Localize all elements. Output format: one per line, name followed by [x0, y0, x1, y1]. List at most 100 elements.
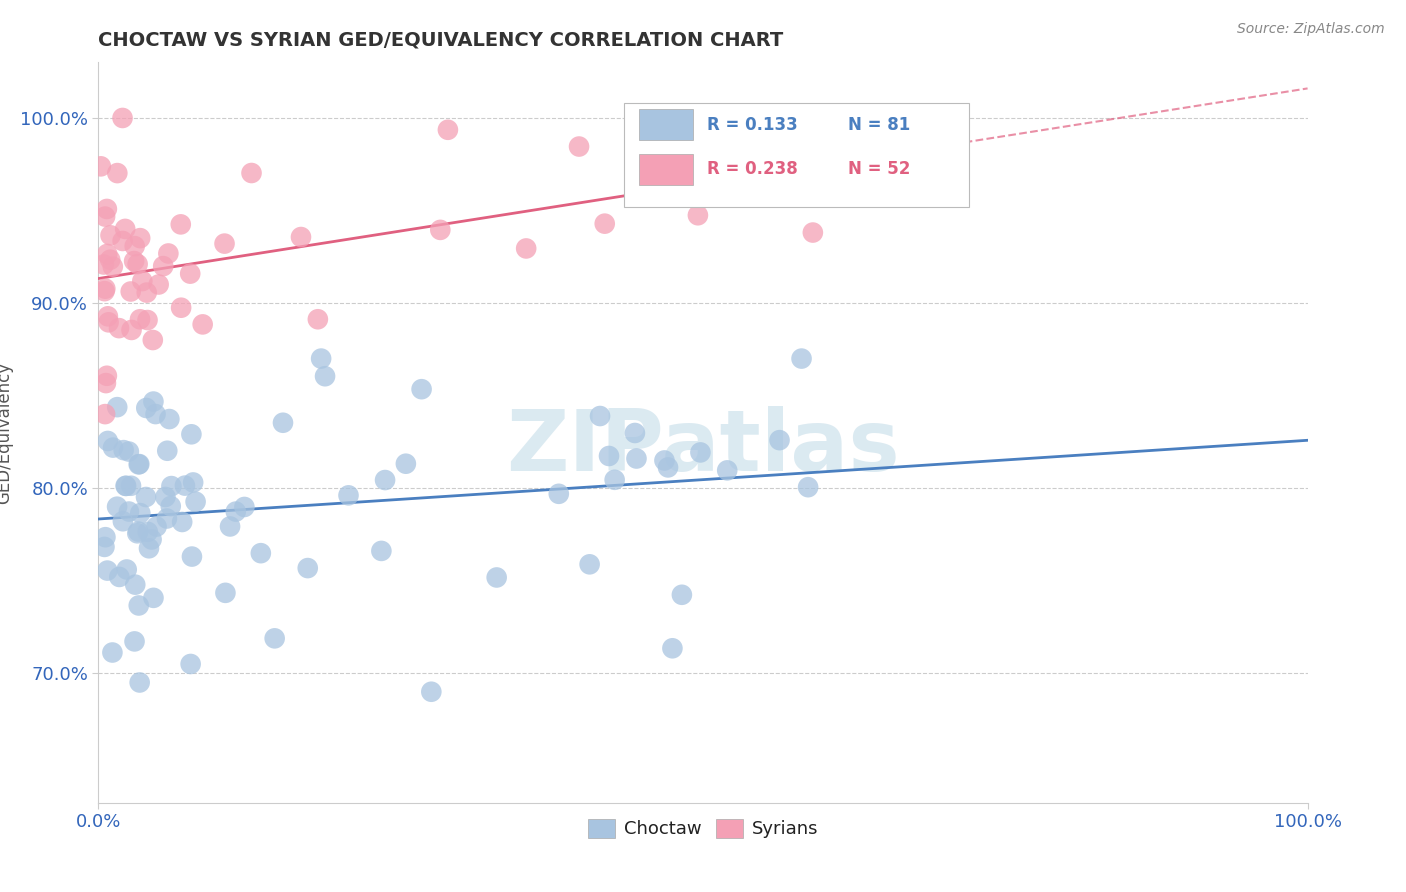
Point	[148, 277, 170, 292]
Point	[214, 236, 236, 251]
Point	[172, 515, 194, 529]
Text: CHOCTAW VS SYRIAN GED/EQUIVALENCY CORRELATION CHART: CHOCTAW VS SYRIAN GED/EQUIVALENCY CORREL…	[98, 30, 783, 50]
Point	[141, 533, 163, 547]
Point	[179, 267, 201, 281]
Point	[120, 479, 142, 493]
Point	[98, 252, 121, 267]
Point	[686, 208, 709, 222]
Point	[271, 416, 294, 430]
Point	[485, 570, 508, 584]
Point	[142, 394, 165, 409]
Point	[297, 561, 319, 575]
Point	[145, 407, 167, 421]
Point	[128, 599, 150, 613]
Point	[626, 451, 648, 466]
Point	[115, 479, 138, 493]
Text: ZIPatlas: ZIPatlas	[506, 406, 900, 489]
Point	[100, 228, 122, 243]
Point	[111, 514, 134, 528]
Point	[420, 685, 443, 699]
Point	[157, 246, 180, 260]
Point	[429, 223, 451, 237]
FancyBboxPatch shape	[624, 103, 969, 207]
Point	[124, 577, 146, 591]
Point	[135, 285, 157, 300]
Point	[112, 443, 135, 458]
Point	[97, 315, 120, 329]
Point	[101, 646, 124, 660]
Point	[180, 427, 202, 442]
Point	[437, 123, 460, 137]
Point	[689, 445, 711, 459]
FancyBboxPatch shape	[638, 109, 693, 140]
Point	[593, 217, 616, 231]
Point	[309, 351, 332, 366]
Point	[121, 323, 143, 337]
Point	[654, 453, 676, 467]
Point	[96, 202, 118, 216]
Text: Source: ZipAtlas.com: Source: ZipAtlas.com	[1237, 22, 1385, 37]
Point	[145, 519, 167, 533]
Point	[240, 166, 263, 180]
Point	[127, 526, 149, 541]
Point	[105, 500, 128, 514]
Point	[97, 310, 120, 324]
Point	[135, 401, 157, 415]
Point	[174, 478, 197, 492]
Point	[135, 490, 157, 504]
Point	[290, 230, 312, 244]
Point	[111, 111, 134, 125]
Point	[191, 318, 214, 332]
Point	[93, 258, 115, 272]
Point	[138, 541, 160, 556]
Point	[624, 425, 647, 440]
Point	[263, 632, 285, 646]
Point	[159, 499, 181, 513]
Point	[156, 443, 179, 458]
Point	[120, 285, 142, 299]
Point	[128, 675, 150, 690]
Point	[124, 634, 146, 648]
Point	[634, 179, 657, 194]
Point	[127, 257, 149, 271]
Point	[661, 641, 683, 656]
Point	[96, 368, 118, 383]
Point	[170, 218, 193, 232]
Point	[128, 458, 150, 472]
Point	[94, 210, 117, 224]
Point	[152, 259, 174, 273]
Y-axis label: GED/Equivalency: GED/Equivalency	[0, 361, 13, 504]
Point	[131, 274, 153, 288]
Point	[128, 457, 150, 471]
Point	[160, 479, 183, 493]
Text: R = 0.133: R = 0.133	[707, 116, 797, 134]
Point	[94, 407, 117, 421]
Point	[129, 506, 152, 520]
Point	[90, 159, 112, 173]
Point	[834, 111, 856, 125]
Point	[180, 657, 202, 671]
Point	[108, 570, 131, 584]
Point	[716, 463, 738, 477]
Point	[657, 460, 679, 475]
Point	[136, 313, 159, 327]
Point	[105, 166, 128, 180]
Point	[184, 494, 207, 508]
Point	[515, 242, 537, 256]
Point	[108, 321, 131, 335]
Point	[127, 524, 149, 539]
Point	[142, 333, 165, 347]
Point	[93, 284, 115, 298]
Legend: Choctaw, Syrians: Choctaw, Syrians	[581, 812, 825, 846]
Point	[136, 524, 159, 539]
Point	[118, 504, 141, 518]
Point	[589, 409, 612, 423]
Point	[790, 351, 813, 366]
Point	[93, 540, 115, 554]
Point	[603, 473, 626, 487]
Text: R = 0.238: R = 0.238	[707, 160, 797, 178]
Point	[233, 500, 256, 514]
Point	[94, 282, 117, 296]
Point	[156, 511, 179, 525]
Point	[568, 139, 591, 153]
